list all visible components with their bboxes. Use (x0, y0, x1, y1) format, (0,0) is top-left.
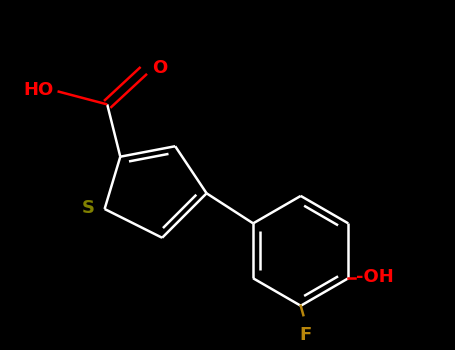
Text: HO: HO (23, 81, 53, 99)
Text: O: O (152, 59, 167, 77)
Text: F: F (300, 326, 312, 344)
Text: S: S (82, 199, 95, 217)
Text: -OH: -OH (356, 268, 394, 286)
